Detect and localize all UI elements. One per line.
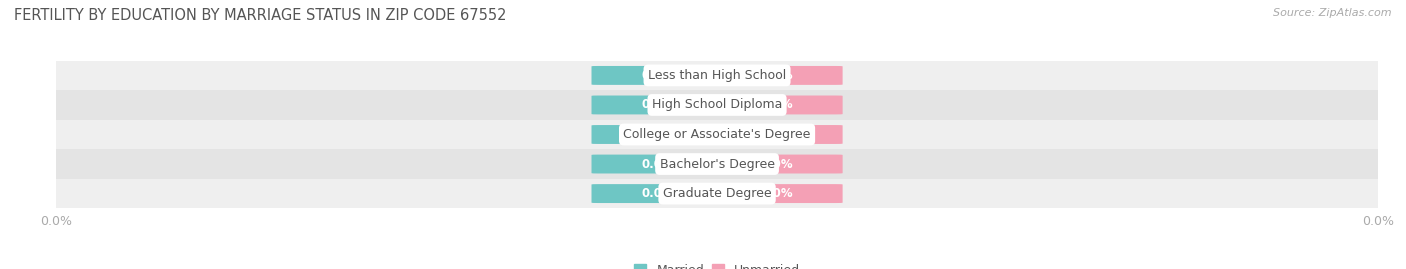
- Bar: [56, 179, 1378, 208]
- FancyBboxPatch shape: [592, 184, 724, 203]
- FancyBboxPatch shape: [592, 95, 724, 114]
- FancyBboxPatch shape: [592, 66, 724, 85]
- Text: 0.0%: 0.0%: [761, 69, 793, 82]
- Text: Less than High School: Less than High School: [648, 69, 786, 82]
- Bar: [56, 61, 1378, 90]
- Bar: [56, 90, 1378, 120]
- Text: High School Diploma: High School Diploma: [652, 98, 782, 111]
- Text: College or Associate's Degree: College or Associate's Degree: [623, 128, 811, 141]
- FancyBboxPatch shape: [592, 155, 724, 174]
- Text: Source: ZipAtlas.com: Source: ZipAtlas.com: [1274, 8, 1392, 18]
- Text: 0.0%: 0.0%: [641, 158, 673, 171]
- Text: 0.0%: 0.0%: [761, 158, 793, 171]
- FancyBboxPatch shape: [710, 184, 842, 203]
- FancyBboxPatch shape: [592, 125, 724, 144]
- FancyBboxPatch shape: [710, 125, 842, 144]
- Text: 0.0%: 0.0%: [761, 98, 793, 111]
- FancyBboxPatch shape: [710, 155, 842, 174]
- Text: 0.0%: 0.0%: [641, 128, 673, 141]
- FancyBboxPatch shape: [710, 66, 842, 85]
- Bar: [56, 149, 1378, 179]
- Text: 0.0%: 0.0%: [641, 187, 673, 200]
- Text: Bachelor's Degree: Bachelor's Degree: [659, 158, 775, 171]
- Text: 0.0%: 0.0%: [641, 98, 673, 111]
- Text: 0.0%: 0.0%: [641, 69, 673, 82]
- Text: Graduate Degree: Graduate Degree: [662, 187, 772, 200]
- Legend: Married, Unmarried: Married, Unmarried: [628, 259, 806, 269]
- Bar: [56, 120, 1378, 149]
- Text: 0.0%: 0.0%: [761, 187, 793, 200]
- Text: 0.0%: 0.0%: [761, 128, 793, 141]
- FancyBboxPatch shape: [710, 95, 842, 114]
- Text: FERTILITY BY EDUCATION BY MARRIAGE STATUS IN ZIP CODE 67552: FERTILITY BY EDUCATION BY MARRIAGE STATU…: [14, 8, 506, 23]
